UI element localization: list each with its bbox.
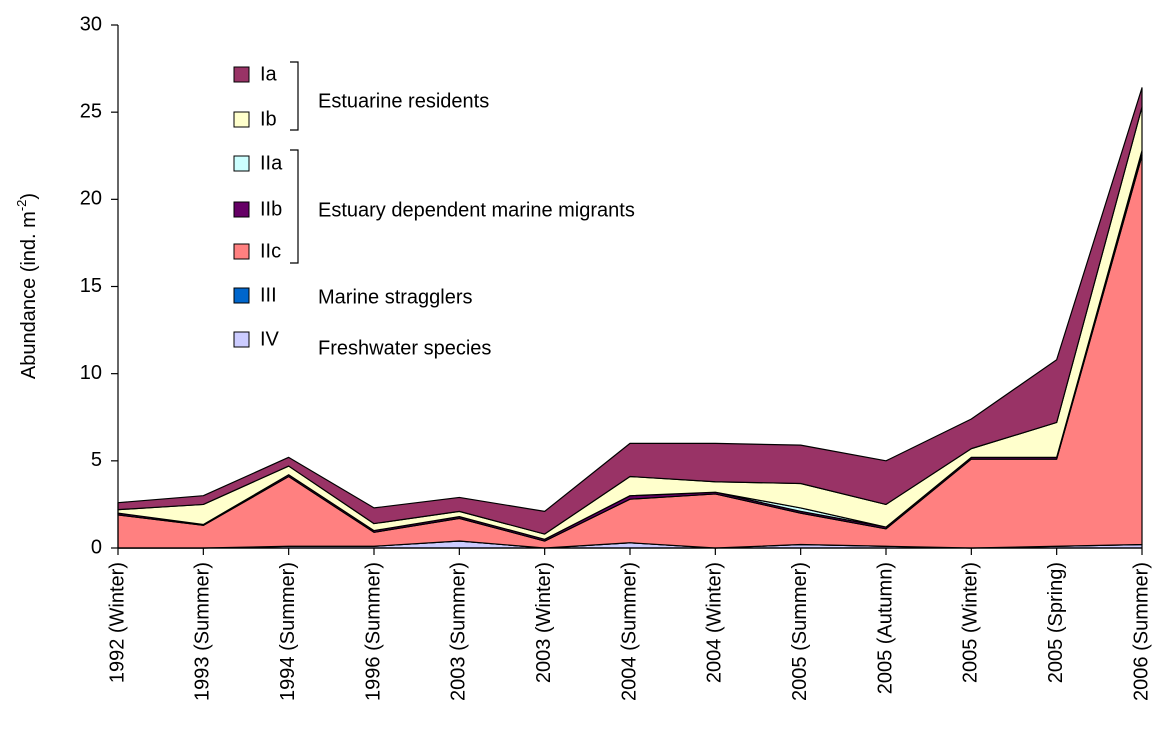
legend-label: III [260, 284, 277, 306]
x-tick-label: 1993 (Summer) [192, 562, 214, 701]
legend-label: Ia [260, 63, 278, 85]
legend-swatch [233, 201, 250, 218]
legend-bracket [290, 149, 299, 264]
x-tick-label: 1996 (Summer) [362, 562, 384, 701]
y-tick-label: 5 [91, 449, 102, 471]
x-tick-label: 1994 (Summer) [277, 562, 299, 701]
y-label-end: ) [18, 193, 40, 200]
legend-swatch [233, 287, 250, 304]
y-tick-label: 25 [80, 100, 102, 122]
legend-label: IV [260, 328, 280, 350]
legend-group-label: Estuary dependent marine migrants [318, 199, 635, 221]
legend-label: IIc [260, 240, 281, 262]
y-tick-label: 10 [80, 362, 102, 384]
x-tick-label: 2004 (Summer) [618, 562, 640, 701]
y-axis-label: Abundance (ind. m-2) [14, 193, 40, 379]
x-tick-label: 2005 (Autumn) [874, 562, 896, 694]
legend-swatch [233, 66, 250, 83]
legend-swatch [233, 243, 250, 260]
legend-swatch [233, 155, 250, 172]
x-tick-label: 2004 (Winter) [704, 562, 726, 683]
y-label-main: Abundance (ind. m [18, 211, 40, 379]
area [117, 87, 1143, 535]
x-tick-label: 2005 (Spring) [1045, 562, 1067, 683]
legend-bracket [290, 61, 299, 131]
legend-label: Ib [260, 108, 277, 130]
y-tick-label: 0 [91, 536, 102, 558]
x-tick-label: 1992 (Winter) [106, 562, 128, 683]
legend-swatch [233, 331, 250, 348]
y-tick-label: 30 [80, 13, 102, 35]
legend-swatch [233, 111, 250, 128]
y-tick-label: 15 [80, 275, 102, 297]
legend-group-label: Estuarine residents [318, 90, 489, 112]
legend-group-label: Freshwater species [318, 337, 491, 359]
x-tick-label: 2003 (Summer) [448, 562, 470, 701]
legend-group-label: Marine stragglers [318, 286, 473, 308]
y-tick-label: 20 [80, 188, 102, 210]
legend-label: IIa [260, 152, 283, 174]
x-tick-label: 2005 (Summer) [789, 562, 811, 701]
x-tick-label: 2003 (Winter) [533, 562, 555, 683]
legend-label: IIb [260, 198, 282, 220]
y-label-sup: -2 [14, 200, 29, 212]
x-tick-label: 2005 (Winter) [960, 562, 982, 683]
x-tick-label: 2006 (Summer) [1130, 562, 1152, 701]
